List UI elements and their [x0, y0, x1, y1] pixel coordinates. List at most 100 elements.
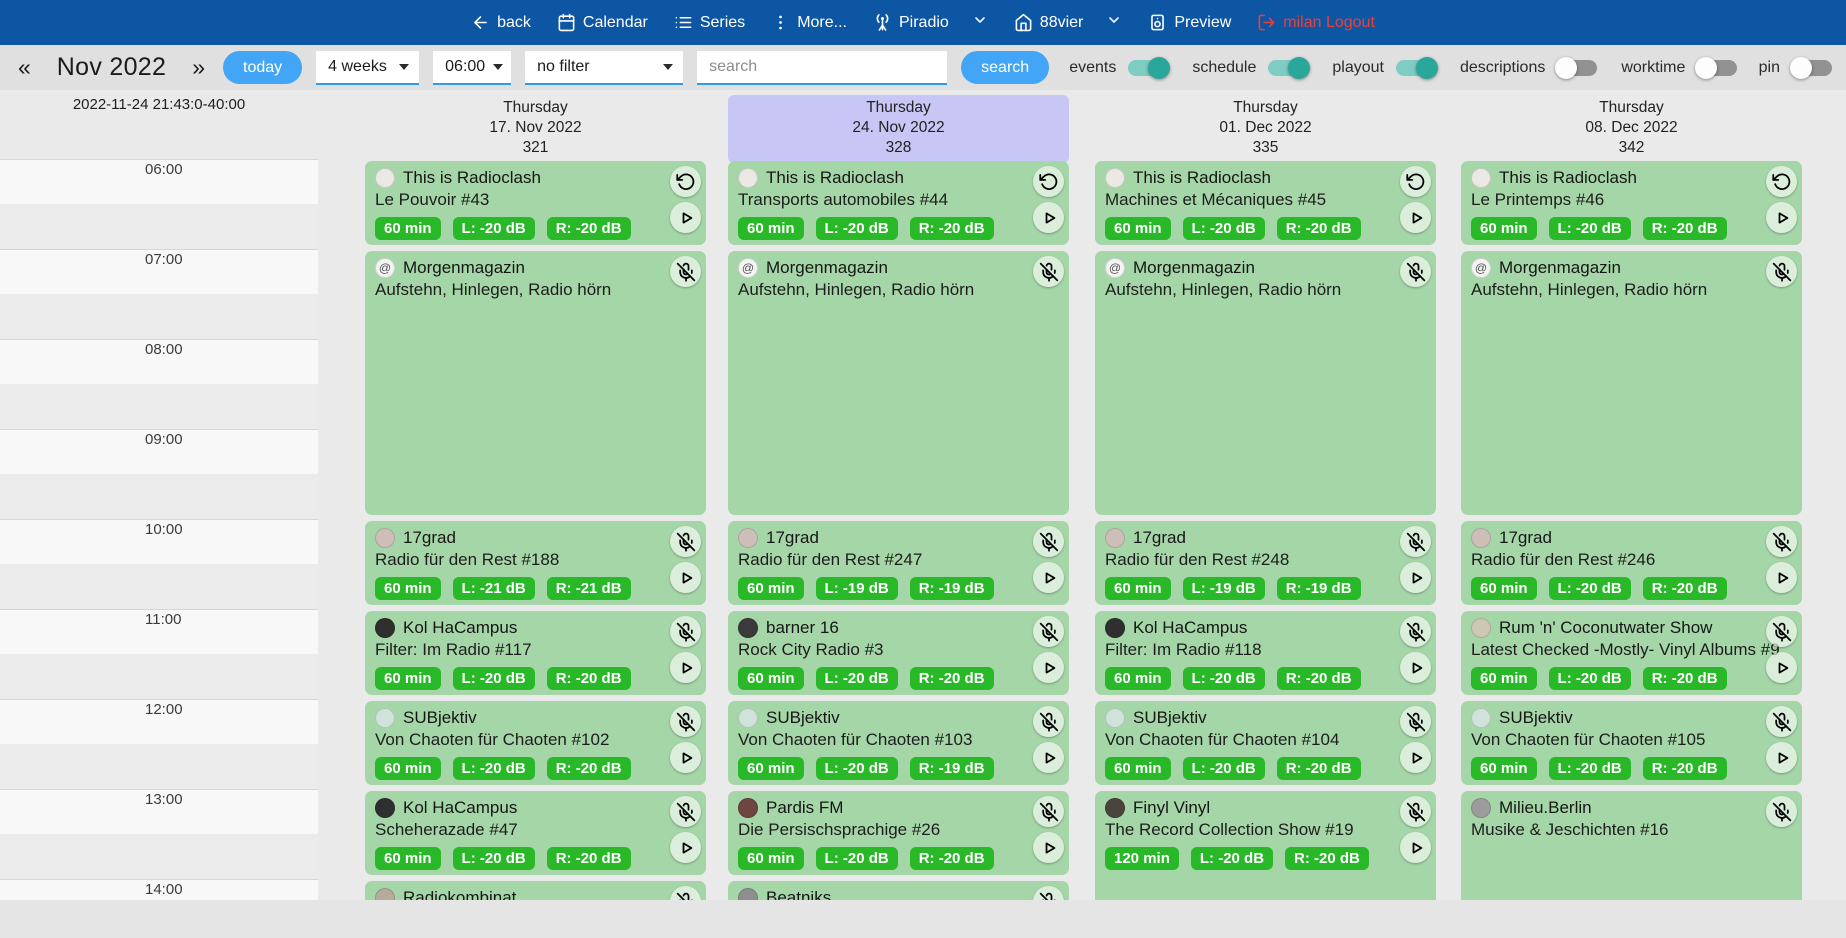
nav-item-logout[interactable]: milan Logout — [1257, 13, 1375, 32]
mic-off-button[interactable] — [1400, 706, 1431, 737]
play-button[interactable] — [1766, 742, 1797, 773]
event-card[interactable]: Kol HaCampus Scheherazade #47 60 min L: -… — [365, 791, 706, 875]
event-card[interactable]: SUBjektiv Von Chaoten für Chaoten #102 6… — [365, 701, 706, 785]
level-right-badge: R: -20 dB — [1276, 667, 1361, 690]
nav-item-series[interactable]: Series — [674, 13, 745, 32]
event-card[interactable]: @ Morgenmagazin Aufstehn, Hinlegen, Radio… — [365, 251, 706, 515]
play-button[interactable] — [1400, 202, 1431, 233]
event-card[interactable]: This is Radioclash Machines et Mécanique… — [1095, 161, 1436, 245]
mic-off-button[interactable] — [1033, 256, 1064, 287]
nav-item-piradio[interactable]: Piradio — [873, 12, 988, 33]
event-card[interactable]: SUBjektiv Von Chaoten für Chaoten #105 6… — [1461, 701, 1802, 785]
mic-off-button[interactable] — [1400, 526, 1431, 557]
day-header[interactable]: Thursday 08. Dec 2022 342 — [1461, 95, 1802, 163]
event-card[interactable]: @ Morgenmagazin Aufstehn, Hinlegen, Radio… — [728, 251, 1069, 515]
mic-off-button[interactable] — [1033, 886, 1064, 900]
mic-off-button[interactable] — [1400, 256, 1431, 287]
mic-off-button[interactable] — [670, 886, 701, 900]
event-card[interactable]: 17grad Radio für den Rest #246 60 min L: … — [1461, 521, 1802, 605]
mic-off-button[interactable] — [670, 256, 701, 287]
event-card[interactable]: 17grad Radio für den Rest #248 60 min L: … — [1095, 521, 1436, 605]
event-card[interactable]: This is Radioclash Le Pouvoir #43 60 min… — [365, 161, 706, 245]
mic-off-button[interactable] — [1033, 616, 1064, 647]
play-button[interactable] — [670, 652, 701, 683]
nav-item-88vier[interactable]: 88vier — [1014, 12, 1123, 33]
mic-off-button[interactable] — [670, 526, 701, 557]
mic-off-button[interactable] — [670, 706, 701, 737]
event-card[interactable]: Rum 'n' Coconutwater Show Latest Checked… — [1461, 611, 1802, 695]
mic-off-button[interactable] — [1766, 526, 1797, 557]
event-card[interactable]: Milieu.Berlin Musike & Jeschichten #16 — [1461, 791, 1802, 900]
mic-off-button[interactable] — [1766, 616, 1797, 647]
event-card[interactable]: Radiokombinat — [365, 881, 706, 900]
mic-off-icon — [1039, 532, 1059, 552]
play-button[interactable] — [1033, 742, 1064, 773]
nav-item-more[interactable]: More... — [771, 13, 847, 32]
mic-off-button[interactable] — [1400, 796, 1431, 827]
replay-button[interactable] — [1400, 166, 1431, 197]
nav-item-preview[interactable]: Preview — [1148, 13, 1231, 32]
filter-select[interactable]: no filter — [525, 50, 684, 85]
time-select[interactable]: 06:00 — [433, 50, 512, 85]
event-card[interactable]: Pardis FM Die Persischsprachige #26 60 m… — [728, 791, 1069, 875]
event-card[interactable]: 17grad Radio für den Rest #247 60 min L: … — [728, 521, 1069, 605]
mic-off-button[interactable] — [1766, 706, 1797, 737]
play-button[interactable] — [670, 832, 701, 863]
event-card[interactable]: barner 16 Rock City Radio #3 60 min L: -2… — [728, 611, 1069, 695]
mic-off-button[interactable] — [1766, 256, 1797, 287]
play-button[interactable] — [670, 202, 701, 233]
event-card[interactable]: SUBjektiv Von Chaoten für Chaoten #103 6… — [728, 701, 1069, 785]
mic-off-button[interactable] — [1033, 796, 1064, 827]
mic-off-button[interactable] — [670, 616, 701, 647]
mic-off-button[interactable] — [1033, 706, 1064, 737]
play-button[interactable] — [1033, 562, 1064, 593]
search-button[interactable]: search — [961, 51, 1050, 84]
play-button[interactable] — [670, 562, 701, 593]
event-card[interactable]: @ Morgenmagazin Aufstehn, Hinlegen, Radio… — [1095, 251, 1436, 515]
range-select[interactable]: 4 weeks — [316, 50, 420, 85]
event-episode-title: Radio für den Rest #247 — [738, 550, 923, 569]
play-button[interactable] — [1400, 832, 1431, 863]
play-button[interactable] — [1766, 202, 1797, 233]
event-card[interactable]: Kol HaCampus Filter: Im Radio #117 60 mi… — [365, 611, 706, 695]
replay-button[interactable] — [670, 166, 701, 197]
play-button[interactable] — [1033, 832, 1064, 863]
event-card[interactable]: SUBjektiv Von Chaoten für Chaoten #104 6… — [1095, 701, 1436, 785]
next-month-button[interactable]: » — [192, 54, 206, 80]
mic-off-button[interactable] — [1766, 796, 1797, 827]
play-button[interactable] — [1766, 652, 1797, 683]
event-card[interactable]: Beatniks — [728, 881, 1069, 900]
schedule-toggle[interactable] — [1268, 56, 1311, 79]
pin-toggle[interactable] — [1790, 56, 1832, 79]
play-button[interactable] — [1400, 562, 1431, 593]
day-header[interactable]: Thursday 17. Nov 2022 321 — [365, 95, 706, 163]
play-button[interactable] — [1033, 202, 1064, 233]
mic-off-button[interactable] — [670, 796, 701, 827]
event-card[interactable]: This is Radioclash Le Printemps #46 60 m… — [1461, 161, 1802, 245]
worktime-toggle[interactable] — [1695, 56, 1738, 79]
today-button[interactable]: today — [223, 51, 303, 84]
play-button[interactable] — [670, 742, 701, 773]
replay-button[interactable] — [1766, 166, 1797, 197]
play-button[interactable] — [1400, 652, 1431, 683]
events-toggle[interactable] — [1128, 56, 1171, 79]
day-header[interactable]: Thursday 01. Dec 2022 335 — [1095, 95, 1436, 163]
play-button[interactable] — [1400, 742, 1431, 773]
play-button[interactable] — [1033, 652, 1064, 683]
event-card[interactable]: Kol HaCampus Filter: Im Radio #118 60 mi… — [1095, 611, 1436, 695]
event-card[interactable]: @ Morgenmagazin Aufstehn, Hinlegen, Radio… — [1461, 251, 1802, 515]
playout-toggle[interactable] — [1395, 56, 1438, 79]
descriptions-toggle[interactable] — [1555, 56, 1598, 79]
mic-off-button[interactable] — [1033, 526, 1064, 557]
event-card[interactable]: This is Radioclash Transports automobile… — [728, 161, 1069, 245]
event-card[interactable]: 17grad Radio für den Rest #188 60 min L: … — [365, 521, 706, 605]
search-input[interactable] — [697, 50, 948, 85]
day-header[interactable]: Thursday 24. Nov 2022 328 — [728, 95, 1069, 163]
nav-item-back[interactable]: back — [471, 13, 531, 32]
event-card[interactable]: Finyl Vinyl The Record Collection Show #… — [1095, 791, 1436, 900]
play-button[interactable] — [1766, 562, 1797, 593]
replay-button[interactable] — [1033, 166, 1064, 197]
nav-item-calendar[interactable]: Calendar — [557, 13, 648, 32]
mic-off-button[interactable] — [1400, 616, 1431, 647]
prev-month-button[interactable]: « — [18, 54, 31, 80]
